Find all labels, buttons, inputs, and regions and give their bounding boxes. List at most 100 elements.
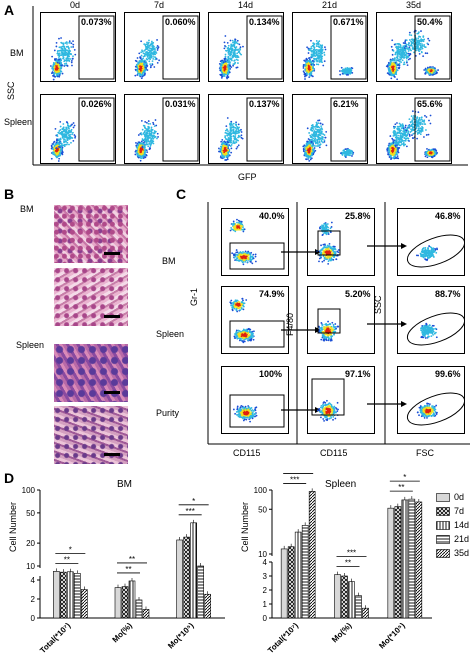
bar (308, 491, 316, 619)
gate-percent: 74.9% (259, 289, 285, 299)
significance-label: ** (64, 555, 70, 564)
panel-c-axes (207, 202, 470, 445)
legend-swatch (436, 520, 450, 530)
bar (408, 498, 416, 619)
y-tick-label: 50 (26, 509, 35, 518)
bar (74, 573, 81, 619)
legend-item: 14d (436, 520, 469, 530)
panel-a-row-bm: BM (10, 48, 24, 58)
significance-label: *** (185, 507, 194, 516)
legend-label: 21d (454, 534, 470, 544)
gate-percent: 97.1% (345, 369, 371, 379)
flow-plot (208, 12, 284, 82)
legend-item: 35d (436, 548, 469, 558)
flow-plot (221, 366, 289, 434)
y-tick-label: 2 (31, 595, 36, 604)
panel-c-xlabel-1: CD115 (233, 448, 261, 458)
timepoint-label: 14d (238, 0, 254, 10)
category-label: Total(*10⁷) (266, 621, 300, 655)
panel-c: 40.0% 25.8% 46.8% 74.9% 5.20% 88.7% 100% 97.1% 9… (156, 186, 474, 466)
bar (387, 507, 395, 619)
flow-plot (221, 208, 289, 276)
gate-percent: 25.8% (345, 211, 371, 221)
significance-label: * (403, 473, 406, 482)
flow-plot (40, 94, 116, 164)
bar (394, 506, 402, 619)
he-image-bm-1 (54, 205, 128, 263)
gate-percent: 50.4% (417, 17, 443, 27)
legend-swatch (436, 534, 450, 544)
significance-label: *** (290, 475, 299, 484)
gate-percent: 0.671% (333, 17, 364, 27)
gate-percent: 88.7% (435, 289, 461, 299)
timepoint-label: 0d (70, 0, 81, 10)
gate-percent: 0.060% (165, 17, 196, 27)
panel-c-xlabel-2: CD115 (320, 448, 348, 458)
gate-percent: 46.8% (435, 211, 461, 221)
arrow-icon (367, 243, 407, 249)
axis-break (269, 556, 432, 562)
panel-d-ylabel-1: Cell Number (8, 501, 18, 552)
flow-plot (292, 94, 368, 164)
y-tick-label: 3 (263, 572, 268, 581)
bar (294, 531, 302, 619)
panel-d-charts: 024102050100Total(*10⁷)***Mo(%)****Mo(*1… (22, 470, 432, 655)
flow-plot (208, 94, 284, 164)
he-image-spleen-1 (54, 344, 128, 402)
timepoint-label: 21d (322, 0, 338, 10)
panel-b-label-bm: BM (20, 204, 34, 214)
bar (81, 589, 88, 619)
bar (287, 546, 295, 619)
bar (355, 595, 362, 619)
flow-plot (40, 12, 116, 82)
gate-percent: 100% (259, 369, 283, 379)
bar (348, 581, 355, 619)
y-tick-label: 100 (254, 486, 268, 495)
panel-c-ssc-label: SSC (373, 295, 383, 314)
arrow-icon (367, 321, 407, 327)
panel-c-xlabel-3: FSC (416, 448, 434, 458)
category-label: Total(*10⁷) (38, 621, 72, 655)
y-tick-label: 100 (22, 486, 36, 495)
bar (142, 609, 150, 619)
y-tick-label: 0 (31, 614, 36, 623)
gate-percent: 65.6% (417, 99, 443, 109)
arrow-icon (367, 401, 407, 407)
legend-item: 0d (436, 492, 469, 502)
panel-d-legend: 0d 7d 14d 21d 35d (436, 492, 469, 562)
gate-percent: 40.0% (259, 211, 285, 221)
panel-d: 0 2 4 10 20 50 100 Total(*10⁷) ** * Mo(%) ** ** Mo(*1… (0, 470, 474, 665)
y-tick-label: 1 (263, 600, 268, 609)
category-label: Mo(*10⁵) (166, 621, 196, 651)
timepoint-label: 7d (154, 0, 165, 10)
legend-item: 21d (436, 534, 469, 544)
significance-label: ** (345, 559, 351, 568)
panel-label-d: D (4, 470, 15, 486)
panel-c-gr1-label: Gr-1 (189, 288, 199, 306)
panel-c-row-purity: Purity (156, 408, 180, 418)
bar (341, 575, 348, 619)
bar (176, 539, 183, 619)
significance-label: *** (347, 549, 356, 558)
bar (401, 499, 409, 619)
axis-break (37, 568, 225, 576)
significance-label: *** (293, 470, 302, 474)
panel-a-axes (32, 6, 468, 166)
bar (60, 571, 67, 619)
panel-d-ylabel-2: Cell Number (240, 501, 250, 552)
flow-plot (307, 366, 375, 434)
legend-label: 0d (454, 492, 465, 502)
bar (183, 536, 190, 619)
y-tick-label: 0 (263, 614, 268, 623)
flow-plot (397, 366, 465, 434)
significance-label: ** (398, 483, 404, 492)
bar (53, 571, 60, 619)
bar (197, 565, 204, 619)
bar (334, 574, 341, 619)
y-tick-label: 10 (258, 550, 267, 559)
gate-percent: 6.21% (333, 99, 359, 109)
significance-label: ** (125, 565, 131, 574)
panel-d-title-spleen: Spleen (325, 479, 357, 490)
flow-plot (376, 12, 452, 82)
timepoint-label: 35d (406, 0, 422, 10)
